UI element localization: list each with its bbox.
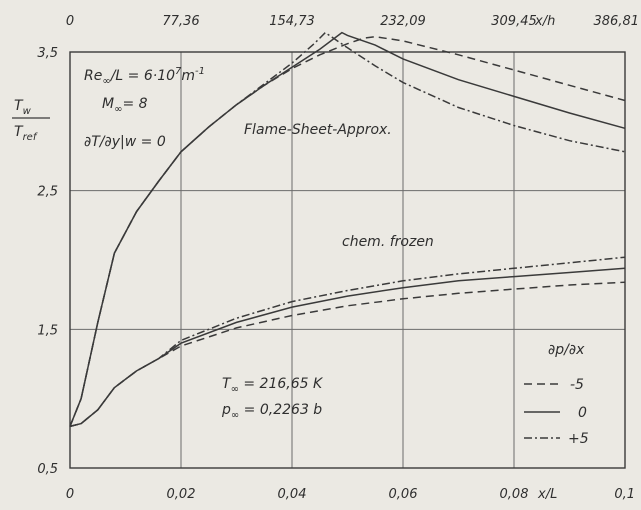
legend-label-plus5: +5 [568, 431, 589, 447]
x-tick-label: 0,02 [167, 487, 196, 502]
series-group [69, 31, 626, 428]
top-axis-label: x/h [534, 14, 555, 29]
top-tick-label: 309,45 [491, 14, 537, 29]
top-tick-labels: 0 77,36 154,73 232,09 309,45 386,81 [66, 14, 639, 29]
chem-frozen-label: chem. frozen [342, 234, 434, 250]
y-tick-label: 3,5 [37, 46, 58, 61]
series-line-chem-frozen-dashdot [69, 256, 626, 428]
boundary-condition-annotation: ∂T/∂y|w = 0 [84, 134, 166, 150]
series-line-flame-sheet-dashdot [69, 31, 626, 427]
legend-label-0: 0 [578, 405, 587, 421]
t-inf-annotation: T∞ = 216,65 K [222, 376, 324, 395]
y-tick-label: 0,5 [37, 462, 58, 477]
p-inf-annotation: p∞ = 0,2263 b [221, 402, 322, 421]
x-tick-labels: 0 0,02 0,04 0,06 0,08 0,1 [66, 487, 635, 502]
legend: ∂p/∂x -5 0 +5 [524, 342, 589, 447]
top-tick-label: 232,09 [380, 14, 426, 29]
y-axis-label: Tw Tref [12, 98, 50, 143]
x-tick-label: 0 [66, 487, 74, 502]
series-line-flame-sheet-solid [69, 31, 626, 427]
y-label-denominator: T [14, 124, 24, 140]
y-tick-label: 1,5 [37, 323, 58, 338]
x-tick-label: 0,06 [389, 487, 418, 502]
plot-frame [69, 51, 626, 469]
x-tick-label: 0,1 [614, 487, 635, 502]
y-tick-labels: 0,5 1,5 2,5 3,5 [37, 46, 58, 477]
flame-sheet-label: Flame-Sheet-Approx. [244, 122, 392, 138]
mach-annotation: M∞= 8 [102, 96, 148, 115]
svg-text:Tref: Tref [14, 124, 38, 143]
reynolds-annotation: Re∞/L = 6·107m-1 [84, 66, 205, 87]
top-tick-label: 154,73 [269, 14, 315, 29]
top-tick-label: 0 [66, 14, 74, 29]
svg-text:Tw: Tw [14, 98, 32, 117]
top-tick-label: 77,36 [162, 14, 199, 29]
x-tick-label: 0,04 [278, 487, 307, 502]
y-label-numerator-sub: w [23, 106, 32, 117]
series-line-flame-sheet-dashed [69, 35, 626, 427]
legend-label-minus5: -5 [570, 377, 584, 393]
y-label-denominator-sub: ref [23, 132, 38, 143]
grid [70, 52, 625, 468]
top-tick-label: 386,81 [594, 14, 640, 29]
series-line-chem-frozen-solid [69, 267, 626, 428]
x-tick-label: 0,08 [500, 487, 529, 502]
legend-title: ∂p/∂x [548, 342, 585, 358]
x-axis-label: x/L [537, 487, 557, 502]
y-tick-label: 2,5 [37, 185, 58, 200]
y-label-numerator: T [14, 98, 24, 114]
series-line-chem-frozen-dashed [69, 281, 626, 428]
